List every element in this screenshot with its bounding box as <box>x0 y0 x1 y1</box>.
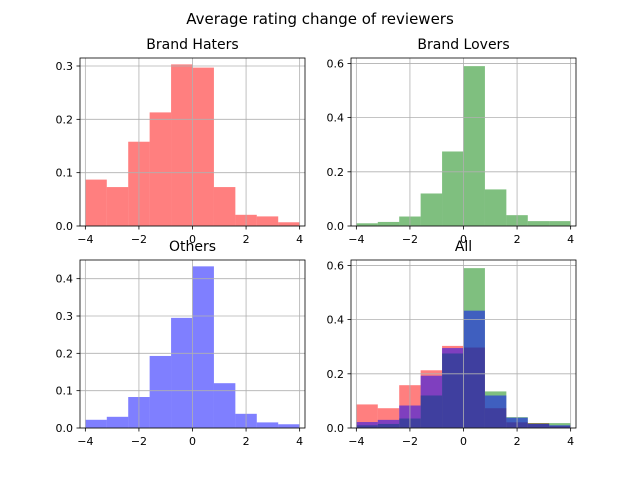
y-tick-label: 0.4 <box>327 112 345 125</box>
x-tick-label: 0 <box>189 435 196 448</box>
y-tick-label: 0.3 <box>56 60 74 73</box>
x-tick-label: 4 <box>567 233 574 246</box>
x-tick-label: −2 <box>131 233 147 246</box>
histogram-bar <box>213 187 236 226</box>
x-tick-label: 4 <box>296 233 303 246</box>
histogram-bar <box>549 425 571 428</box>
y-tick-label: 0.3 <box>56 310 74 323</box>
subplot-all: −4 −2 0 2 4 0.0 0.2 0.4 0.6 All <box>327 239 577 448</box>
histogram-bar <box>85 179 107 226</box>
histogram-bar <box>171 317 193 428</box>
histogram-bar <box>377 419 400 428</box>
subplot-title: All <box>455 239 472 255</box>
y-tick-label: 0.2 <box>327 368 345 381</box>
y-tick-label: 0.1 <box>56 385 74 398</box>
subplots-container: −4 −2 0 2 4 0.0 0.1 0.2 0.3 Brand Haters −4 −2 0 2 4 0.… <box>56 37 577 448</box>
histogram-bar <box>85 419 107 428</box>
x-tick-label: 4 <box>296 435 303 448</box>
histogram-bar <box>278 424 300 428</box>
histogram-bar <box>420 375 443 428</box>
histogram-bar <box>463 310 485 428</box>
histogram-bar <box>149 112 172 226</box>
histogram-bar <box>356 422 378 428</box>
subplot-title: Others <box>169 239 216 255</box>
histogram-bar <box>442 151 464 226</box>
histogram-bar <box>149 355 172 428</box>
subplot-others: −4 −2 0 2 4 0.0 0.1 0.2 0.3 0.4 Others <box>56 239 306 448</box>
y-tick-label: 0.4 <box>56 273 74 286</box>
y-tick-label: 0.0 <box>56 422 74 435</box>
x-tick-label: 2 <box>514 233 521 246</box>
x-tick-label: −2 <box>131 435 147 448</box>
histogram-bar <box>278 222 300 226</box>
y-tick-label: 0.0 <box>56 220 74 233</box>
x-tick-label: 2 <box>243 233 250 246</box>
x-tick-label: −4 <box>348 435 364 448</box>
figure-suptitle: Average rating change of reviewers <box>186 10 454 28</box>
subplot-title: Brand Haters <box>146 37 238 53</box>
histogram-bar <box>106 187 129 226</box>
histogram-bar <box>171 64 193 227</box>
y-tick-label: 0.2 <box>327 166 345 179</box>
y-tick-label: 0.0 <box>327 422 345 435</box>
x-tick-label: 0 <box>460 435 467 448</box>
y-tick-label: 0.1 <box>56 167 74 180</box>
subplot-brand-lovers: −4 −2 0 2 4 0.0 0.2 0.4 0.6 Brand Lovers <box>327 37 577 246</box>
histogram-bar <box>527 221 550 226</box>
histogram-bar <box>484 395 507 428</box>
y-tick-label: 0.2 <box>56 113 74 126</box>
y-tick-label: 0.4 <box>327 314 345 327</box>
x-tick-label: 0 <box>189 233 196 246</box>
x-tick-label: −2 <box>402 435 418 448</box>
histogram-bar <box>256 216 279 226</box>
x-tick-label: 4 <box>567 435 574 448</box>
histogram-bar <box>463 66 485 227</box>
x-tick-label: 0 <box>460 233 467 246</box>
x-tick-label: −4 <box>77 435 93 448</box>
y-tick-label: 0.6 <box>327 57 345 70</box>
histogram-bar <box>256 422 279 428</box>
x-tick-label: 2 <box>243 435 250 448</box>
histogram-bar <box>106 416 129 428</box>
histogram-bar <box>484 189 507 226</box>
x-tick-label: 2 <box>514 435 521 448</box>
histogram-bar <box>549 221 571 226</box>
histogram-bar <box>356 223 378 226</box>
subplot-brand-haters: −4 −2 0 2 4 0.0 0.1 0.2 0.3 Brand Haters <box>56 37 306 246</box>
y-tick-label: 0.6 <box>327 259 345 272</box>
histogram-bar <box>377 221 400 226</box>
subplot-title: Brand Lovers <box>417 37 509 53</box>
histogram-bar <box>442 348 464 428</box>
x-tick-label: −4 <box>348 233 364 246</box>
histogram-bar <box>420 193 443 226</box>
y-tick-label: 0.2 <box>56 347 74 360</box>
x-tick-label: −2 <box>402 233 418 246</box>
histogram-bar <box>192 67 214 226</box>
y-tick-label: 0.0 <box>327 220 345 233</box>
histogram-bar <box>527 423 550 428</box>
histogram-bar <box>192 266 214 428</box>
histogram-bar <box>213 383 236 428</box>
x-tick-label: −4 <box>77 233 93 246</box>
